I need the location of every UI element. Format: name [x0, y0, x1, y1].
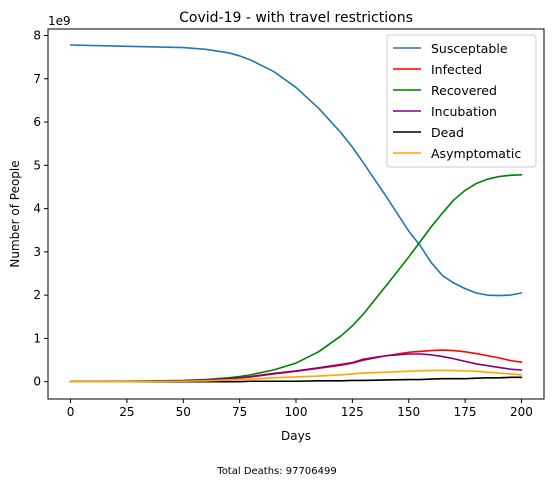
x-axis: 0 25 50 75 100 125 150 175 200 — [67, 399, 533, 419]
legend-box — [386, 34, 537, 168]
legend: Susceptable Infected Recovered Incubation De… — [386, 34, 537, 168]
legend-label-infected: Infected — [431, 62, 482, 77]
series-line-incubation — [69, 353, 523, 383]
y-tick-label: 3 — [33, 245, 41, 259]
chart: Covid-19 - with travel restrictions 1e9 … — [8, 10, 545, 443]
chart-title: Covid-19 - with travel restrictions — [179, 10, 413, 26]
x-tick-label: 25 — [119, 405, 134, 419]
legend-label-incubation: Incubation — [431, 104, 497, 119]
y-tick-label: 4 — [33, 202, 41, 216]
y-axis-label: Number of People — [8, 160, 22, 267]
x-tick-label: 150 — [397, 405, 420, 419]
y-tick-label: 8 — [33, 28, 41, 42]
y-tick-label: 0 — [33, 375, 41, 389]
y-tick-label: 6 — [33, 115, 41, 129]
x-tick-label: 200 — [510, 405, 533, 419]
legend-label-dead: Dead — [431, 125, 464, 140]
y-scale-label: 1e9 — [48, 14, 71, 28]
series-line-asymptomatic — [69, 369, 523, 383]
series-line-susceptable — [69, 44, 523, 297]
x-tick-label: 100 — [285, 405, 308, 419]
series-line-dead — [69, 376, 523, 383]
y-tick-label: 1 — [33, 331, 41, 345]
x-axis-label: Days — [281, 429, 311, 443]
y-tick-label: 7 — [33, 72, 41, 86]
x-tick-label: 125 — [341, 405, 364, 419]
y-tick-label: 5 — [33, 158, 41, 172]
total-deaths-note: Total Deaths: 97706499 — [217, 466, 337, 477]
x-tick-label: 175 — [454, 405, 477, 419]
legend-label-recovered: Recovered — [431, 83, 497, 98]
y-tick-label: 2 — [33, 288, 41, 302]
x-tick-label: 50 — [176, 405, 191, 419]
legend-label-asymptomatic: Asymptomatic — [431, 146, 521, 161]
series-layer — [69, 44, 523, 383]
series-line-recovered — [69, 174, 523, 383]
legend-label-susceptable: Susceptable — [431, 41, 508, 56]
y-axis: 0 1 2 3 4 5 6 7 8 — [33, 28, 48, 389]
x-tick-label: 0 — [67, 405, 75, 419]
x-tick-label: 75 — [232, 405, 247, 419]
